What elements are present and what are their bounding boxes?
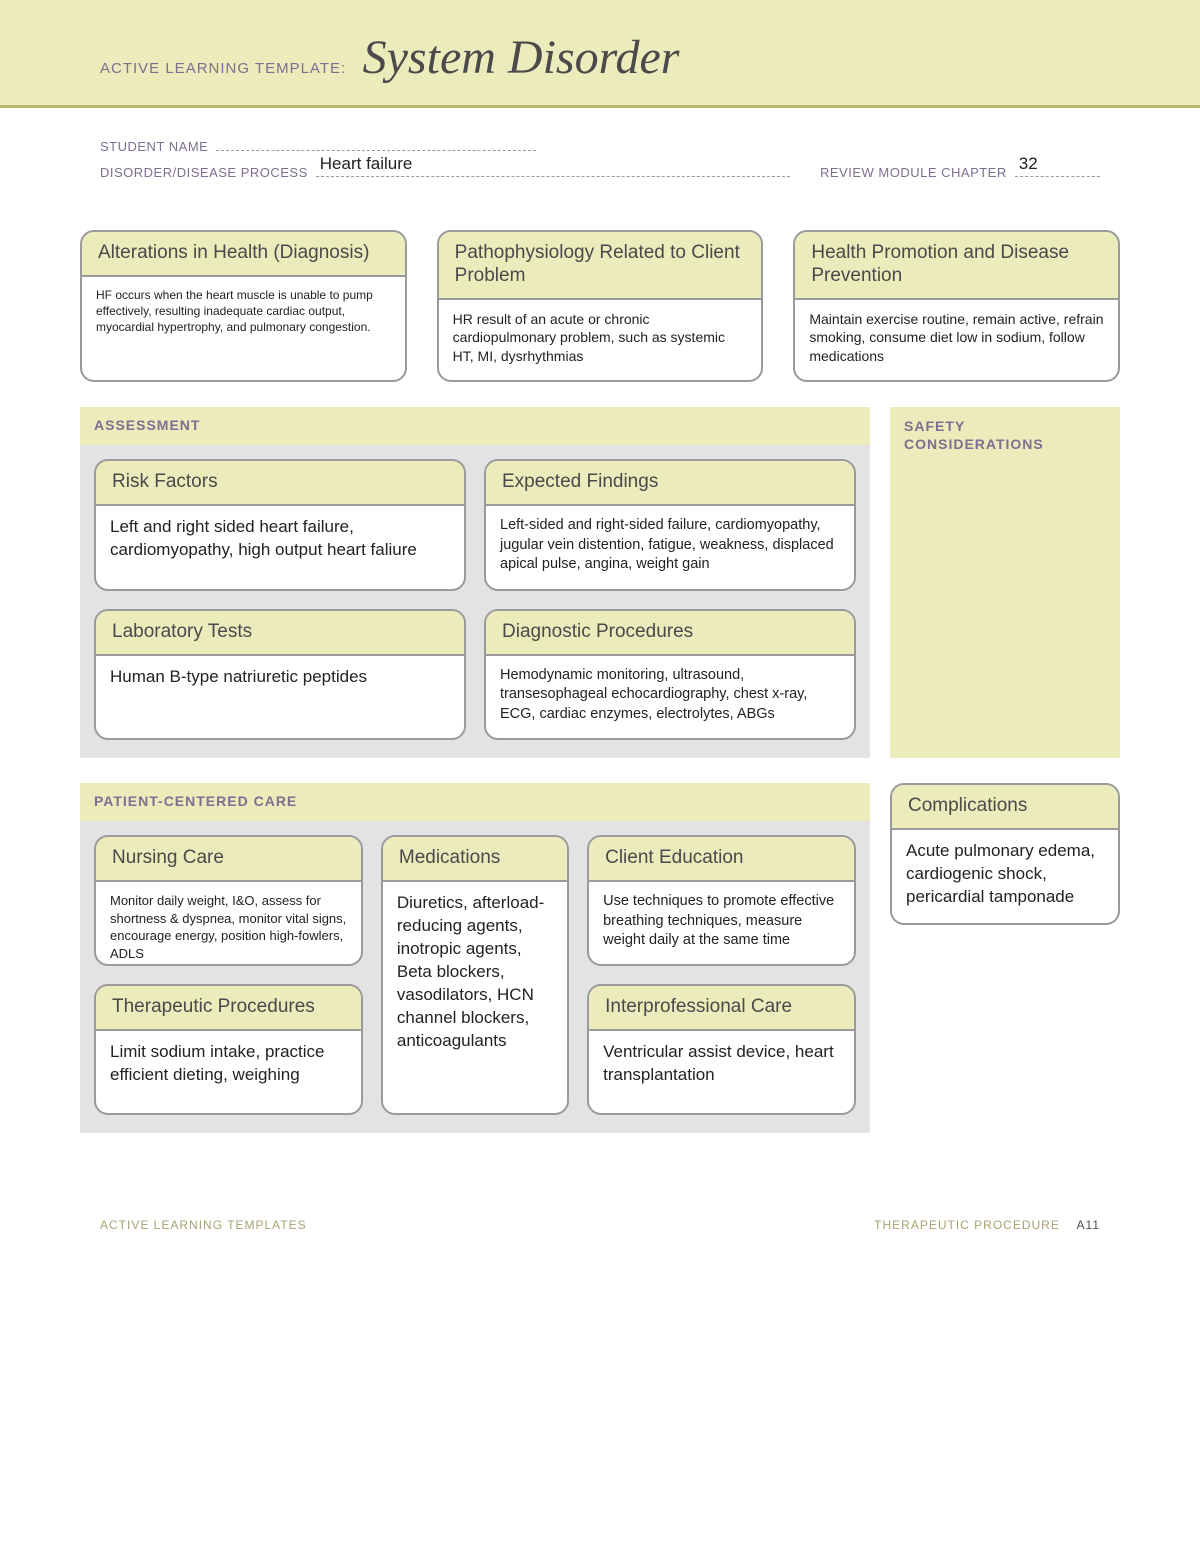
card-meds: Medications Diuretics, afterload-reducin… xyxy=(381,835,569,1115)
pcc-title-bar: PATIENT-CENTERED CARE xyxy=(80,783,870,821)
card-promo: Health Promotion and Disease Prevention … xyxy=(793,230,1120,382)
disorder-label: DISORDER/DISEASE PROCESS xyxy=(100,165,308,180)
card-risk: Risk Factors Left and right sided heart … xyxy=(94,459,466,590)
card-alterations: Alterations in Health (Diagnosis) HF occ… xyxy=(80,230,407,382)
card-edu: Client Education Use techniques to promo… xyxy=(587,835,856,966)
header-banner: ACTIVE LEARNING TEMPLATE: System Disorde… xyxy=(0,0,1200,108)
chapter-label: REVIEW MODULE CHAPTER xyxy=(820,165,1007,180)
card-nursing-body: Monitor daily weight, I&O, assess for sh… xyxy=(96,882,361,966)
footer-left: ACTIVE LEARNING TEMPLATES xyxy=(100,1218,307,1232)
card-diag-title: Diagnostic Procedures xyxy=(486,611,854,656)
card-risk-body: Left and right sided heart failure, card… xyxy=(96,506,464,576)
card-nursing-title: Nursing Care xyxy=(96,837,361,882)
meta-section: STUDENT NAME DISORDER/DISEASE PROCESS He… xyxy=(0,108,1200,200)
footer-right: THERAPEUTIC PROCEDURE A11 xyxy=(874,1218,1100,1232)
assessment-row: ASSESSMENT Risk Factors Left and right s… xyxy=(80,407,1120,758)
safety-section: SAFETY CONSIDERATIONS xyxy=(890,407,1120,758)
card-promo-title: Health Promotion and Disease Prevention xyxy=(795,232,1118,300)
header-title: System Disorder xyxy=(363,30,680,85)
footer: ACTIVE LEARNING TEMPLATES THERAPEUTIC PR… xyxy=(0,1158,1200,1252)
card-risk-title: Risk Factors xyxy=(96,461,464,506)
card-edu-title: Client Education xyxy=(589,837,854,882)
card-lab-title: Laboratory Tests xyxy=(96,611,464,656)
chapter-value: 32 xyxy=(1019,154,1038,174)
card-alterations-title: Alterations in Health (Diagnosis) xyxy=(82,232,405,277)
card-patho: Pathophysiology Related to Client Proble… xyxy=(437,230,764,382)
card-alterations-body: HF occurs when the heart muscle is unabl… xyxy=(82,277,405,350)
disorder-value: Heart failure xyxy=(320,154,413,174)
pcc-label: PATIENT-CENTERED CARE xyxy=(94,793,297,809)
card-promo-body: Maintain exercise routine, remain active… xyxy=(795,300,1118,381)
card-diag: Diagnostic Procedures Hemodynamic monito… xyxy=(484,609,856,740)
card-meds-title: Medications xyxy=(383,837,567,882)
card-nursing: Nursing Care Monitor daily weight, I&O, … xyxy=(94,835,363,966)
card-thera-title: Therapeutic Procedures xyxy=(96,986,361,1031)
card-complications-body: Acute pulmonary edema, cardiogenic shock… xyxy=(892,830,1118,923)
card-diag-body: Hemodynamic monitoring, ultrasound, tran… xyxy=(486,656,854,739)
card-expected: Expected Findings Left-sided and right-s… xyxy=(484,459,856,590)
student-name-label: STUDENT NAME xyxy=(100,139,208,154)
footer-right-code: A11 xyxy=(1077,1218,1100,1232)
complications-section: Complications Acute pulmonary edema, car… xyxy=(890,783,1120,1133)
pcc-row: PATIENT-CENTERED CARE Nursing Care Monit… xyxy=(80,783,1120,1133)
card-patho-body: HR result of an acute or chronic cardiop… xyxy=(439,300,762,381)
safety-label: SAFETY CONSIDERATIONS xyxy=(904,417,1106,453)
assessment-label: ASSESSMENT xyxy=(94,417,200,433)
assessment-title-bar: ASSESSMENT xyxy=(80,407,870,445)
card-inter: Interprofessional Care Ventricular assis… xyxy=(587,984,856,1115)
card-complications-title: Complications xyxy=(892,785,1118,830)
card-lab: Laboratory Tests Human B-type natriureti… xyxy=(94,609,466,740)
content: Alterations in Health (Diagnosis) HF occ… xyxy=(0,200,1200,1133)
top-row: Alterations in Health (Diagnosis) HF occ… xyxy=(80,230,1120,382)
card-thera: Therapeutic Procedures Limit sodium inta… xyxy=(94,984,363,1115)
header-prefix: ACTIVE LEARNING TEMPLATE: xyxy=(100,60,346,77)
assessment-section: ASSESSMENT Risk Factors Left and right s… xyxy=(80,407,870,758)
card-edu-body: Use techniques to promote effective brea… xyxy=(589,882,854,965)
page: ACTIVE LEARNING TEMPLATE: System Disorde… xyxy=(0,0,1200,1292)
disorder-line[interactable]: Heart failure xyxy=(316,164,790,177)
chapter-line[interactable]: 32 xyxy=(1015,164,1100,177)
student-name-line[interactable] xyxy=(216,138,536,151)
card-expected-body: Left-sided and right-sided failure, card… xyxy=(486,506,854,589)
card-patho-title: Pathophysiology Related to Client Proble… xyxy=(439,232,762,300)
card-lab-body: Human B-type natriuretic peptides xyxy=(96,656,464,703)
card-complications: Complications Acute pulmonary edema, car… xyxy=(890,783,1120,925)
card-expected-title: Expected Findings xyxy=(486,461,854,506)
card-thera-body: Limit sodium intake, practice efficient … xyxy=(96,1031,361,1101)
footer-right-label: THERAPEUTIC PROCEDURE xyxy=(874,1218,1060,1232)
card-inter-body: Ventricular assist device, heart transpl… xyxy=(589,1031,854,1101)
pcc-section: PATIENT-CENTERED CARE Nursing Care Monit… xyxy=(80,783,870,1133)
card-meds-body: Diuretics, afterload-reducing agents, in… xyxy=(383,882,567,1067)
card-inter-title: Interprofessional Care xyxy=(589,986,854,1031)
